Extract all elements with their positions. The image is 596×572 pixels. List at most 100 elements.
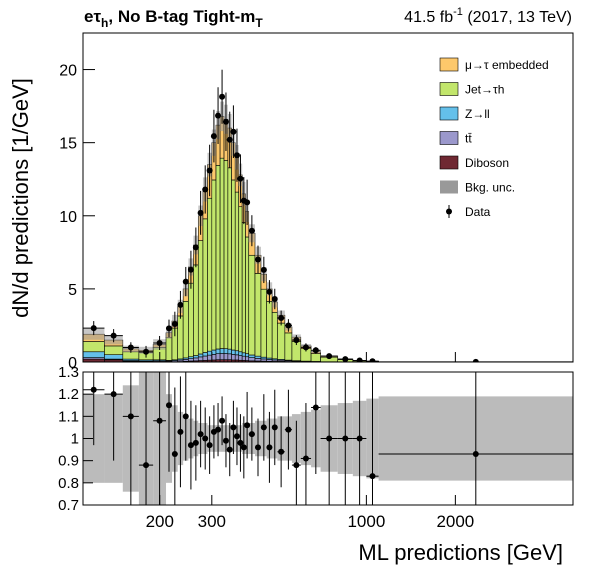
- ratio-point: [254, 444, 261, 451]
- ratio-frame: [82, 371, 574, 506]
- y-tick-label: 10: [59, 209, 77, 226]
- legend-label: Jet→τh: [465, 83, 504, 97]
- data-point: [127, 344, 134, 351]
- lumi-part: 41.5 fb: [404, 9, 453, 26]
- ratio-point: [156, 417, 163, 424]
- stack-bar: [193, 355, 199, 359]
- stack-bar: [241, 352, 246, 357]
- stack-bar: [227, 167, 232, 350]
- data-point: [187, 266, 194, 273]
- ratio-point: [244, 422, 251, 429]
- legend-label: Bkg. unc.: [465, 181, 515, 195]
- data-point: [230, 128, 237, 135]
- data-point: [260, 266, 267, 273]
- data-point: [166, 325, 173, 332]
- ratio-point: [356, 435, 363, 442]
- legend-label: Z→ll: [465, 107, 490, 121]
- data-point: [226, 136, 233, 143]
- ratio-y-tick-label: 1.1: [58, 408, 79, 425]
- ratio-y-tick-label: 0.7: [58, 497, 79, 514]
- data-point: [233, 152, 240, 159]
- legend-swatch: [446, 208, 452, 215]
- lumi-part: (2017, 13 TeV): [463, 9, 572, 26]
- ratio-point: [342, 435, 349, 442]
- data-point: [197, 209, 204, 216]
- data-point: [285, 322, 292, 329]
- y-tick-label: 0: [68, 355, 77, 372]
- data-point: [206, 167, 213, 174]
- stack-bar: [83, 341, 105, 353]
- stack-bar: [223, 353, 229, 360]
- data-point: [248, 227, 255, 234]
- ratio-point: [260, 424, 267, 431]
- ratio-point: [285, 426, 292, 433]
- ratio-point: [237, 439, 244, 446]
- stack-bar: [231, 349, 236, 355]
- lumi-part: -1: [453, 6, 463, 18]
- ratio-point: [369, 473, 376, 480]
- stack-bar: [197, 353, 204, 358]
- data-point: [215, 112, 222, 119]
- main-plot: [83, 69, 573, 362]
- stack-bar: [223, 348, 229, 354]
- data-point: [177, 301, 184, 308]
- ratio-point: [197, 431, 204, 438]
- stack-bar: [234, 354, 240, 361]
- x-tick-label: 200: [146, 512, 174, 531]
- data-point: [156, 339, 163, 346]
- stack-bar: [277, 322, 286, 360]
- ratio-point: [177, 428, 184, 435]
- data-point: [342, 356, 349, 362]
- stack-bar: [234, 191, 240, 352]
- y-tick-label: 20: [59, 63, 77, 80]
- ratio-point: [166, 402, 173, 409]
- data-point: [237, 175, 244, 182]
- stack-bar: [248, 254, 256, 356]
- data-point: [244, 199, 251, 206]
- ratio-point: [278, 448, 285, 455]
- x-axis-label: ML predictions [GeV]: [358, 540, 563, 565]
- stack-bar: [188, 282, 194, 358]
- main-frame: [82, 32, 574, 363]
- data-point: [312, 347, 319, 354]
- stack-bar: [227, 353, 232, 360]
- stack-bar: [310, 353, 321, 362]
- stack-bar: [177, 315, 184, 360]
- data-point: [254, 256, 261, 263]
- stack-bar: [207, 354, 213, 361]
- ratio-point: [206, 442, 213, 449]
- ratio-point: [230, 424, 237, 431]
- ratio-y-tick-label: 0.8: [58, 475, 79, 492]
- stack-bar: [165, 337, 173, 361]
- data-point: [278, 314, 285, 321]
- stack-bar: [211, 179, 217, 351]
- x-tick-label: 1000: [347, 512, 385, 531]
- data-point: [192, 244, 199, 251]
- stack-bar: [238, 355, 243, 361]
- data-point: [302, 344, 309, 351]
- legend-label: tt̄: [465, 132, 472, 146]
- stack-bar: [238, 206, 243, 353]
- stack-bar: [234, 350, 240, 356]
- ratio-point: [202, 435, 209, 442]
- chart-title: eτh, No B-tag Tight-mT: [84, 7, 263, 30]
- stack-bar: [248, 357, 256, 362]
- stack-bar: [219, 348, 225, 354]
- stack-bar: [241, 355, 246, 361]
- stack-bar: [245, 353, 250, 358]
- ratio-point: [293, 462, 300, 469]
- stack-bar: [211, 354, 217, 361]
- stack-bar: [271, 311, 278, 360]
- stack-bar: [215, 165, 221, 350]
- data-point: [472, 358, 479, 362]
- data-point: [369, 358, 376, 362]
- data-point: [219, 93, 226, 100]
- stack-bar: [227, 348, 232, 355]
- legend-swatch: [439, 82, 459, 96]
- ratio-y-tick-label: 1.3: [58, 364, 79, 381]
- ratio-point: [143, 462, 150, 469]
- ratio-y-tick-label: 0.9: [58, 453, 79, 470]
- title-part: , No B-tag Tight-m: [108, 7, 255, 26]
- stack-bar: [254, 273, 262, 357]
- title-part: T: [255, 16, 263, 30]
